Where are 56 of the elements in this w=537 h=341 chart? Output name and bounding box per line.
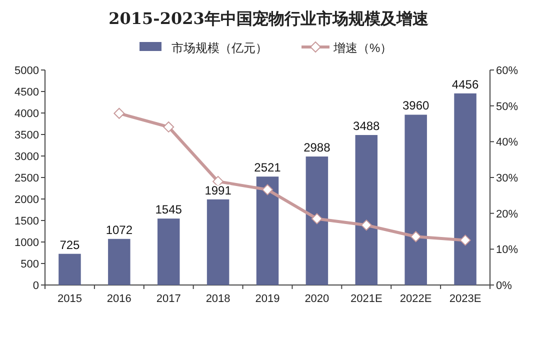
y2-tick-label: 20% bbox=[496, 208, 518, 220]
x-tick-label: 2015 bbox=[57, 293, 82, 305]
bar bbox=[157, 218, 180, 285]
data-label: 1072 bbox=[106, 222, 133, 237]
y-tick-label: 4500 bbox=[14, 86, 39, 98]
bar bbox=[454, 93, 476, 285]
y-tick-label: 2000 bbox=[14, 194, 39, 206]
data-label: 3488 bbox=[353, 119, 380, 134]
y-tick-label: 3000 bbox=[14, 151, 39, 163]
x-tick-label: 2022E bbox=[400, 293, 432, 305]
data-label: 3960 bbox=[402, 98, 430, 113]
bar bbox=[355, 135, 378, 285]
data-label: 1545 bbox=[155, 202, 182, 217]
data-label: 2988 bbox=[304, 140, 331, 155]
bar bbox=[58, 254, 81, 285]
chart-title: 2015-2023年中国宠物行业市场规模及增速 bbox=[108, 9, 430, 28]
y-tick-label: 1000 bbox=[14, 237, 39, 249]
x-tick-label: 2019 bbox=[255, 293, 280, 305]
y-tick-label: 3500 bbox=[14, 130, 39, 142]
y2-tick-label: 40% bbox=[496, 136, 518, 149]
bar bbox=[108, 238, 130, 285]
point bbox=[114, 108, 125, 119]
x-tick-label: 2018 bbox=[206, 293, 230, 305]
y-tick-label: 500 bbox=[20, 258, 39, 270]
point bbox=[360, 220, 372, 231]
bar bbox=[404, 114, 427, 285]
point bbox=[262, 184, 273, 196]
legend-label: 增速（%） bbox=[332, 41, 392, 55]
x-tick-label: 2016 bbox=[106, 293, 132, 305]
data-label: 1991 bbox=[204, 183, 232, 198]
x-tick-label: 2021E bbox=[350, 293, 382, 305]
y2-tick-label: 50% bbox=[496, 100, 518, 113]
y-tick-label: 5000 bbox=[14, 65, 39, 77]
point bbox=[163, 121, 174, 132]
data-label: 4456 bbox=[452, 77, 479, 92]
data-label: 2521 bbox=[254, 160, 282, 175]
y2-tick-label: 30% bbox=[496, 172, 518, 184]
point bbox=[311, 213, 322, 224]
y2-tick-label: 60% bbox=[496, 65, 518, 77]
y-tick-label: 1500 bbox=[14, 216, 39, 228]
x-tick-label: 2017 bbox=[156, 293, 181, 305]
y2-tick-label: 10% bbox=[496, 244, 518, 256]
y-tick-label: 2500 bbox=[14, 172, 39, 184]
point bbox=[212, 176, 224, 187]
x-tick-label: 2023E bbox=[449, 293, 482, 305]
y2-tick-label: 0% bbox=[496, 280, 512, 292]
bar bbox=[256, 176, 279, 285]
point bbox=[460, 234, 471, 246]
legend-label: 市场规模（亿元） bbox=[172, 41, 268, 55]
data-label: 725 bbox=[60, 238, 80, 252]
bar bbox=[206, 199, 230, 285]
x-tick-label: 2020 bbox=[304, 293, 330, 305]
bar bbox=[306, 156, 328, 285]
y-tick-label: 4000 bbox=[14, 108, 39, 120]
y-tick-label: 0 bbox=[32, 280, 39, 292]
point bbox=[410, 231, 422, 242]
